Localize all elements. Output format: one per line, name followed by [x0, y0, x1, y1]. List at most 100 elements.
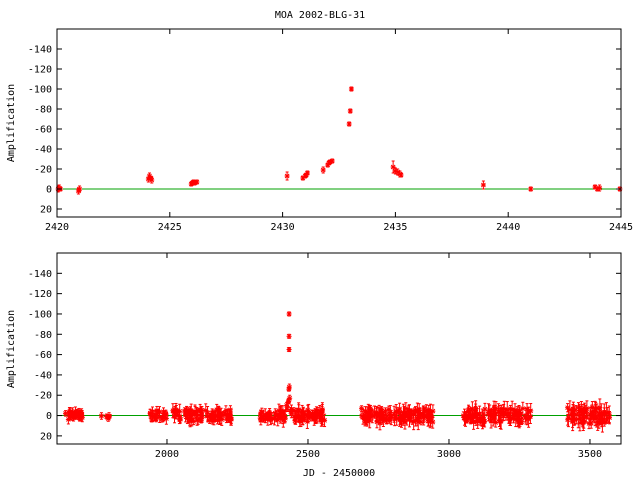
data-point: [286, 311, 292, 317]
x-tick-label: 2500: [296, 449, 320, 460]
data-point: [155, 408, 161, 415]
data-point: [223, 405, 229, 416]
data-point: [428, 415, 434, 427]
data-point: [592, 409, 598, 427]
bottom-panel-frame: [56, 252, 622, 445]
data-point: [597, 184, 603, 192]
bottom-panel-axes: 20 0 -20 -40 -60 -80 -100 -120 -140 2000 2500 3000 3…: [28, 253, 621, 460]
data-point: [286, 346, 292, 353]
bottom-panel-xlabel: JD - 2450000: [303, 468, 375, 479]
data-point: [464, 416, 470, 424]
data-point: [497, 404, 503, 417]
x-tick-label: 2435: [383, 222, 407, 233]
data-point: [329, 158, 335, 164]
data-point: [276, 403, 282, 418]
data-point: [63, 410, 69, 417]
data-point: [601, 410, 607, 420]
data-point: [320, 166, 326, 174]
data-point: [416, 414, 422, 422]
data-point: [487, 408, 493, 422]
x-tick-label: 2430: [271, 222, 295, 233]
data-point: [287, 394, 293, 402]
y-tick-label: 0: [46, 185, 52, 196]
y-tick-label: -20: [34, 165, 52, 176]
y-tick-label: 20: [40, 431, 52, 442]
data-point: [604, 416, 610, 424]
data-point: [106, 412, 112, 420]
data-point: [491, 404, 497, 422]
data-point: [528, 186, 534, 192]
data-point: [386, 405, 392, 414]
data-point: [583, 409, 589, 417]
data-point: [513, 411, 519, 428]
data-point: [365, 403, 371, 420]
data-point: [194, 179, 200, 185]
x-tick-label: 3500: [578, 449, 602, 460]
data-point: [161, 414, 167, 422]
top-panel-marks: [55, 86, 623, 195]
y-tick-label: -80: [34, 105, 52, 116]
data-point: [346, 121, 352, 127]
data-point: [263, 415, 269, 424]
y-tick-label: -100: [28, 85, 52, 96]
data-point: [347, 108, 353, 114]
data-point: [480, 412, 486, 428]
data-point: [288, 406, 294, 417]
data-point: [475, 417, 481, 426]
data-point: [305, 412, 311, 424]
x-tick-label: 2420: [45, 222, 69, 233]
y-tick-label: -140: [28, 45, 52, 56]
data-point: [77, 185, 83, 193]
data-point: [268, 413, 274, 426]
data-point: [364, 416, 370, 427]
data-point: [311, 411, 317, 426]
data-point: [387, 417, 393, 424]
y-tick-label: -60: [34, 125, 52, 136]
data-point: [421, 408, 427, 422]
data-point: [284, 171, 290, 181]
data-point: [480, 180, 486, 190]
data-point: [98, 412, 104, 420]
y-tick-label: 0: [46, 411, 52, 422]
data-point: [286, 333, 292, 339]
data-point: [593, 403, 599, 415]
data-point: [375, 406, 381, 421]
data-point: [578, 405, 584, 425]
data-point: [359, 405, 365, 412]
data-point: [592, 184, 598, 190]
bottom-panel-marks: [57, 311, 621, 433]
data-point: [286, 383, 292, 391]
bottom-panel: 20 0 -20 -40 -60 -80 -100 -120 -140 2000 2500 3000 3…: [6, 252, 622, 479]
x-tick-label: 2445: [609, 222, 633, 233]
data-point: [188, 408, 194, 422]
data-point: [570, 410, 576, 432]
data-point: [398, 415, 404, 426]
x-tick-label: 2000: [155, 449, 179, 460]
top-panel: 20 0 -20 -40 -60 -80 -100 -120 -140 2420 2425 2430 2…: [6, 28, 633, 233]
y-tick-label: 20: [40, 205, 52, 216]
data-point: [195, 414, 201, 425]
data-point: [597, 398, 603, 417]
data-point: [296, 411, 302, 420]
data-point: [182, 411, 188, 420]
data-point: [468, 409, 474, 425]
data-point: [227, 410, 233, 420]
data-point: [398, 172, 404, 178]
bottom-panel-ylabel: Amplification: [6, 310, 17, 388]
top-panel-axes: 20 0 -20 -40 -60 -80 -100 -120 -140 2420 2425 2430 2…: [28, 29, 633, 233]
data-point: [79, 408, 85, 417]
y-tick-label: -120: [28, 65, 52, 76]
data-point: [304, 170, 310, 176]
data-point: [493, 417, 499, 428]
data-point: [205, 410, 211, 423]
data-point: [171, 409, 177, 424]
data-point: [149, 406, 155, 417]
top-panel-frame: [56, 28, 622, 218]
y-tick-label: -120: [28, 289, 52, 300]
y-tick-label: -80: [34, 330, 52, 341]
data-point: [527, 409, 533, 424]
x-tick-label: 2440: [496, 222, 520, 233]
data-point: [214, 415, 220, 425]
data-point: [74, 409, 80, 418]
